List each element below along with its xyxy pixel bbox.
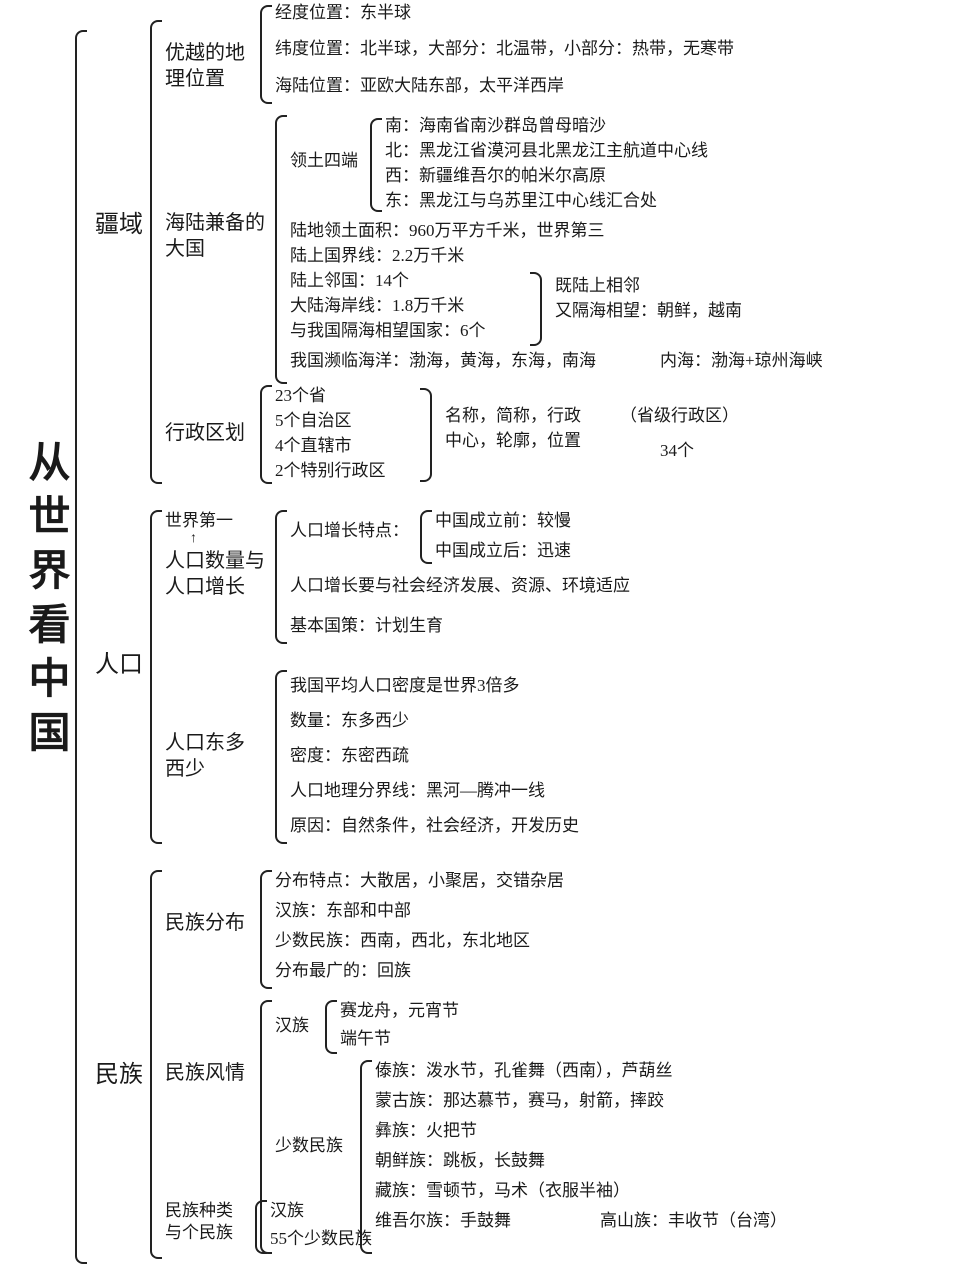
zz-qian: 中国成立前：较慢 (435, 510, 571, 533)
neighbor2: 又隔海相望：朝鲜，越南 (555, 300, 742, 323)
neighbor-bracket (530, 272, 542, 346)
zl-han: 汉族 (270, 1200, 304, 1223)
hanzu-a: 赛龙舟，元宵节 (340, 1000, 459, 1023)
midu: 我国平均人口密度是世界3倍多 (290, 675, 520, 698)
fengqing-label: 民族风情 (165, 1060, 245, 1086)
hailu-pos: 海陆位置：亚欧大陆东部，太平洋西岸 (275, 75, 564, 98)
fb-han: 汉族：东部和中部 (275, 900, 411, 923)
xz-zhixia: 4个直辖市 (275, 435, 352, 458)
siduan-xi: 西：新疆维吾尔的帕米尔高原 (385, 165, 606, 188)
hanzu-bracket (325, 1000, 337, 1054)
renkou-bracket (150, 510, 162, 844)
mianji: 陆地领土面积：960万平方千米，世界第三 (290, 220, 605, 243)
xz-note1: 名称，简称，行政 (445, 405, 581, 428)
zl-ss: 55个少数民族 (270, 1228, 372, 1251)
xz-total: 34个 (660, 440, 694, 463)
shuliang-label: 人口数量与 人口增长 (165, 548, 265, 600)
neighbor1: 既陆上相邻 (555, 275, 640, 298)
fenbu-label: 民族分布 (165, 910, 245, 936)
siduan-nan: 南：海南省南沙群岛曾母暗沙 (385, 115, 606, 138)
shuliang-bracket (275, 510, 287, 644)
xingzheng-label: 行政区划 (165, 420, 245, 446)
zz-bracket (420, 510, 432, 564)
youyue-bracket (260, 5, 272, 104)
guojie: 陆上国界线：2.2万千米 (290, 245, 464, 268)
xz-note2: 中心，轮廓，位置 (445, 430, 581, 453)
siduan-bei: 北：黑龙江省漠河县北黑龙江主航道中心线 (385, 140, 708, 163)
binhai: 我国濒临海洋：渤海，黄海，东海，南海 (290, 350, 596, 373)
root-bracket (75, 30, 87, 1264)
xz-bracket (260, 385, 272, 484)
ss-chaoxian: 朝鲜族：跳板，长鼓舞 (375, 1150, 545, 1173)
hanzu-b: 端午节 (340, 1028, 391, 1051)
shijie: 世界第一 (165, 510, 233, 532)
xz-note3: （省级行政区） (620, 405, 739, 428)
shaoshu-label: 少数民族 (275, 1135, 343, 1157)
minzu-bracket (150, 870, 162, 1259)
youyue-label: 优越的地 理位置 (165, 40, 245, 92)
haian: 大陆海岸线：1.8万千米 (290, 295, 464, 318)
gehai: 与我国隔海相望国家：6个 (290, 320, 486, 343)
zhonglei-label: 民族种类 与个民族 (165, 1200, 233, 1244)
hanzu-label: 汉族 (275, 1015, 309, 1037)
ss-bracket (360, 1060, 372, 1254)
ss-dai: 傣族：泼水节，孔雀舞（西南），芦葫丝 (375, 1060, 673, 1083)
dongduo-bracket (275, 670, 287, 844)
ss-meng: 蒙古族：那达慕节，赛马，射箭，摔跤 (375, 1090, 664, 1113)
linguo: 陆上邻国：14个 (290, 270, 409, 293)
midu2: 密度：东密西疏 (290, 745, 409, 768)
jingdu: 经度位置：东半球 (275, 2, 411, 25)
l1-renkou: 人口 (95, 650, 143, 681)
fb-shaoshu: 少数民族：西南，西北，东北地区 (275, 930, 530, 953)
guoce: 基本国策：计划生育 (290, 615, 443, 638)
yuanyin: 原因：自然条件，社会经济，开发历史 (290, 815, 579, 838)
dongduo-label: 人口东多 西少 (165, 730, 245, 782)
xz-sheng: 23个省 (275, 385, 326, 408)
l1-minzu: 民族 (95, 1060, 143, 1091)
zz-hou: 中国成立后：迅速 (435, 540, 571, 563)
hailu-label: 海陆兼备的 大国 (165, 210, 265, 262)
jiangyu-bracket (150, 20, 162, 484)
xz-tebie: 2个特别行政区 (275, 460, 386, 483)
fenbu-bracket (260, 870, 272, 989)
root-title: 从世界看中国 (15, 440, 76, 764)
hailu-bracket (275, 115, 287, 384)
siduan-bracket (370, 118, 382, 212)
xz-zizhiqu: 5个自治区 (275, 410, 352, 433)
neihai: 内海：渤海+琼州海峡 (660, 350, 823, 373)
zl-bracket (255, 1200, 267, 1254)
siduan-label: 领土四端 (290, 150, 358, 172)
zz-label: 人口增长特点： (290, 520, 409, 543)
ss-gaoshan: 高山族：丰收节（台湾） (600, 1210, 787, 1233)
shuliang2: 数量：东多西少 (290, 710, 409, 733)
weidu: 纬度位置：北半球，大部分：北温带，小部分：热带，无寒带 (275, 38, 734, 61)
arrow-up: ↑ (190, 530, 197, 549)
fenjie: 人口地理分界线：黑河—腾冲一线 (290, 780, 545, 803)
l1-jiangyu: 疆域 (95, 210, 143, 241)
xietiao: 人口增长要与社会经济发展、资源、环境适应 (290, 575, 630, 598)
ss-weiwuer: 维吾尔族：手鼓舞 (375, 1210, 511, 1233)
ss-zang: 藏族：雪顿节，马术（衣服半袖） (375, 1180, 630, 1203)
fb-zuiguang: 分布最广的：回族 (275, 960, 411, 983)
ss-yi: 彝族：火把节 (375, 1120, 477, 1143)
xz-right-bracket (420, 388, 432, 482)
siduan-dong: 东：黑龙江与乌苏里江中心线汇合处 (385, 190, 657, 213)
fb-tedian: 分布特点：大散居，小聚居，交错杂居 (275, 870, 564, 893)
